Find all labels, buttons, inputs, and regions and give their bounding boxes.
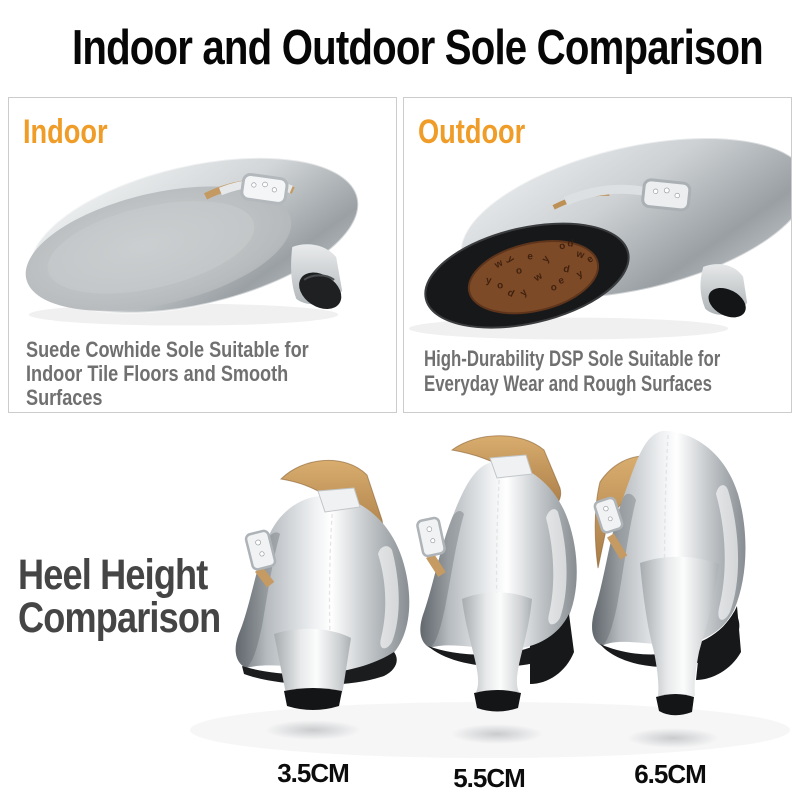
svg-text:e: e <box>585 253 597 265</box>
shoe1-heel <box>274 628 351 706</box>
shoe2-heel-tip <box>474 690 521 712</box>
outdoor-description: High-Durability DSP Sole Suitable for Ev… <box>424 346 721 396</box>
heading-line-2: Comparison <box>18 594 221 642</box>
heel-comparison-photo <box>190 430 790 758</box>
svg-text:d: d <box>505 287 515 300</box>
heel-height-label-1: 3.5CM <box>274 758 352 789</box>
outdoor-label: Outdoor <box>418 113 526 151</box>
svg-text:y: y <box>575 268 585 281</box>
outdoor-panel: y w d o y e w o y d o y w e o <box>403 97 792 413</box>
svg-text:y: y <box>518 287 530 299</box>
shoe2-body <box>420 461 577 650</box>
shoe3-heel <box>640 556 719 696</box>
indoor-label: Indoor <box>23 113 108 151</box>
outdoor-buckle <box>641 178 692 212</box>
svg-text:e: e <box>527 251 533 262</box>
svg-text:y: y <box>540 253 552 264</box>
shoe2-buckle <box>416 516 446 577</box>
svg-text:o: o <box>550 282 557 293</box>
heading-line-1: Heel Height <box>18 551 208 599</box>
outdoor-shoe: y w d o y e w o y d o y w e o <box>424 136 791 329</box>
svg-text:d: d <box>567 238 574 250</box>
indoor-panel: Indoor Suede Cowhide Sole Suitable for I… <box>8 97 397 413</box>
shoe2-heel <box>462 592 532 692</box>
svg-text:y: y <box>505 253 516 265</box>
heel-height-label-2: 5.5CM <box>450 763 528 794</box>
svg-text:e: e <box>557 275 567 287</box>
outdoor-sole-photo: y w d o y e w o y d o y w e o <box>404 98 791 412</box>
shoe3-buckle <box>593 496 628 560</box>
shoe1-heel-tip <box>284 688 342 710</box>
outdoor-heel-tip <box>708 287 746 318</box>
heel-comparison-heading: Heel Height Comparison <box>18 551 221 642</box>
indoor-sole-photo <box>9 98 396 412</box>
svg-text:y: y <box>485 275 492 287</box>
dsp-pad <box>468 241 599 314</box>
svg-text:o: o <box>558 241 566 253</box>
svg-text:w: w <box>574 248 586 261</box>
svg-text:o: o <box>497 280 504 291</box>
shoe3-heel-tip <box>656 694 694 716</box>
indoor-heel-tip <box>299 272 342 310</box>
heel-shoe-6-5cm <box>592 430 746 748</box>
svg-text:o: o <box>515 265 523 277</box>
heel-shoe-5-5cm <box>416 435 577 744</box>
heel-height-label-3: 6.5CM <box>631 759 709 790</box>
indoor-description: Suede Cowhide Sole Suitable for Indoor T… <box>26 337 309 410</box>
shoe1-buckle <box>244 529 277 588</box>
indoor-buckle <box>240 172 289 205</box>
shoe1-body <box>235 495 410 671</box>
indoor-shoe <box>25 156 360 314</box>
page-title: Indoor and Outdoor Sole Comparison <box>72 21 764 75</box>
svg-text:d: d <box>562 264 570 276</box>
heel-shoe-3-5cm <box>235 459 410 740</box>
